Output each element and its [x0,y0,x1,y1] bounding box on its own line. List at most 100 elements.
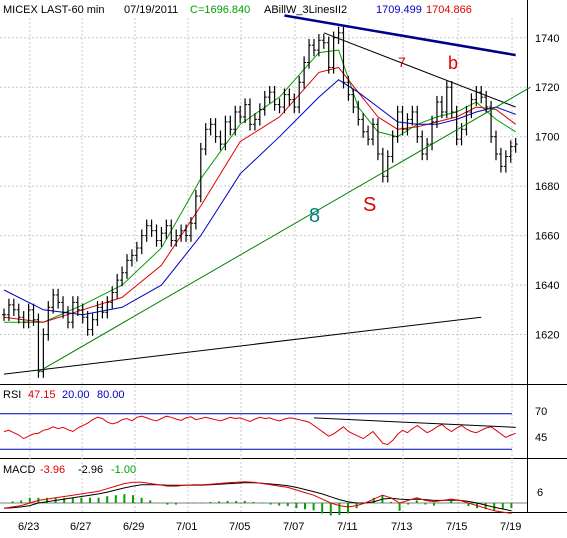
price-bar [75,296,80,316]
price-bar [179,224,184,242]
macd-hist-value: -1.00 [111,464,136,476]
price-bar [439,95,444,119]
price-bar [302,56,307,89]
price-bar [100,301,105,319]
price-bar [61,296,66,319]
indicator-value-2: 1704.866 [426,4,472,16]
price-bar [16,303,21,324]
y-axis: 1740 1720 1700 1680 1660 1640 1620 [535,33,559,342]
macd-line [3,481,512,514]
y-tick-label: 1740 [535,33,559,45]
x-tick-label: 7/01 [176,521,197,533]
price-bar [21,311,26,329]
price-bar [262,90,267,116]
price-bar [31,303,36,326]
rsi-label: RSI [3,389,21,401]
price-bar [341,26,346,89]
close-value: C=1696.840 [190,4,250,16]
price-bar [70,296,75,329]
price-bar [390,130,395,163]
price-bar [351,88,356,114]
macd-signal-line [3,482,512,512]
wave-label-7: 7 [398,54,406,70]
price-bar [361,113,366,138]
rsi-panel [0,413,516,450]
macd-panel [0,481,527,516]
price-bar [46,301,51,341]
x-tick-label: 6/29 [123,521,144,533]
price-bar [51,288,56,314]
price-bar [297,76,302,114]
y-tick-label: 1640 [535,280,559,292]
rsi-line [3,415,516,446]
y-tick-label: 1660 [535,231,559,243]
price-bar [144,219,149,242]
price-bar [272,86,277,111]
price-bar [415,105,420,143]
price-bar [238,105,243,124]
price-bar [129,249,134,267]
price-bar [115,273,120,299]
price-bar [110,286,115,309]
price-bar [233,105,238,136]
price-bar [498,147,503,173]
wave-label-b: b [448,53,458,73]
x-tick-label: 7/07 [283,521,304,533]
rsi-tick-70: 70 [535,406,547,418]
price-bar [282,88,287,114]
price-bar [494,130,498,161]
macd-value: -3.96 [40,464,65,476]
price-bar [174,229,179,247]
price-bar [257,103,262,126]
price-bar [469,93,474,119]
price-bar [420,130,425,161]
price-bar [26,303,31,329]
price-bar [248,98,252,131]
price-bar [198,142,203,203]
trend-line-resistance-wave7 [323,32,516,108]
price-bar [213,118,218,143]
price-bar [326,36,331,74]
price-bar [356,100,361,126]
price-bar [503,150,508,173]
y-tick-label: 1720 [535,82,559,94]
price-bar [385,150,390,183]
x-tick-label: 7/19 [500,521,521,533]
price-bars [2,26,518,378]
price-bar [449,81,454,119]
price-bar [292,93,297,114]
trend-line-resistance-upper [284,14,516,57]
price-bar [513,137,518,153]
price-bar [125,254,129,279]
price-bar [6,298,11,321]
price-bar [464,105,469,136]
price-bar [321,34,326,49]
price-bar [252,113,257,131]
wave-label-s: S [363,194,376,216]
price-bar [169,219,174,247]
price-bar [159,226,164,247]
price-bar [85,311,90,336]
y-tick-label: 1700 [535,132,559,144]
price-bar [346,76,351,101]
price-bar [228,115,233,136]
chart-symbol: MICEX LAST-60 min [3,4,104,16]
price-bar [400,105,405,136]
price-bar [311,39,316,57]
price-bar [164,219,169,240]
price-bar [434,95,439,129]
price-bar [371,118,375,146]
price-bar [425,137,430,161]
x-tick-label: 6/23 [18,521,39,533]
price-bar [105,296,110,319]
price-bar [65,306,70,329]
price-bar [11,298,16,316]
x-tick-label: 6/27 [70,521,91,533]
x-axis: 6/23 6/27 6/29 7/01 7/05 7/07 7/11 7/13 7/15 7/19 [18,521,521,533]
price-bar [149,219,154,237]
price-bar [154,224,159,247]
chart-date: 07/19/2011 [124,4,178,16]
price-bar [307,39,312,69]
price-bar [193,189,198,230]
trend-line-lower-channel [3,316,482,375]
